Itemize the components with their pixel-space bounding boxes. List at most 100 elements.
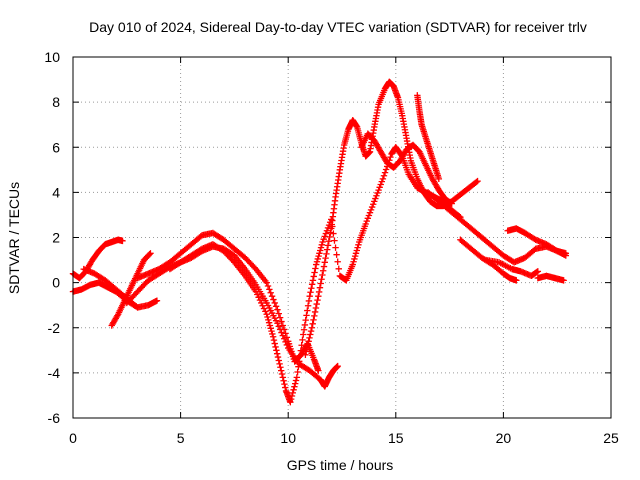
data-point [379,175,387,183]
x-tick-label: 10 [280,430,296,446]
data-point [366,209,374,216]
data-point [312,265,319,272]
y-tick-label: 2 [52,230,60,246]
data-point [308,285,315,292]
data-point [355,241,362,249]
data-point [319,271,326,279]
data-point [350,258,357,265]
data-point [381,169,389,176]
data-point [317,244,325,251]
data-point [306,292,313,300]
data-point [266,286,273,293]
data-point [371,198,378,205]
data-point [258,299,265,307]
data-point [315,288,323,296]
data-point [274,353,282,361]
data-point [281,380,288,388]
data-point [334,362,341,370]
data-point [279,322,287,329]
y-tick-label: -4 [48,365,61,381]
data-point [146,250,153,258]
data-point [283,334,291,341]
data-point [301,321,309,329]
data-point [367,206,375,214]
x-tick-label: 15 [388,430,404,446]
data-point [372,195,379,202]
data-point [331,237,338,244]
data-point [332,244,339,251]
data-point [292,377,300,384]
data-point [321,259,328,266]
data-point [273,350,281,357]
data-point [302,316,309,324]
data-point [305,338,312,345]
data-point [513,277,520,284]
data-points [69,78,570,406]
data-point [473,178,480,186]
data-point [316,250,323,257]
data-point [353,247,360,254]
data-point [276,314,284,321]
data-point [315,367,322,374]
data-point [273,347,280,354]
y-axis-label: SDTVAR / TECUs [6,182,22,294]
data-point [133,303,140,310]
data-point [319,238,326,246]
data-point [333,251,340,258]
data-point [153,297,161,304]
data-point [297,347,305,354]
y-tick-label: 4 [52,184,60,200]
data-point [275,323,282,330]
data-point [310,273,317,280]
data-point [370,201,377,208]
data-point [377,181,384,188]
y-tick-label: 0 [52,275,60,291]
series-15 [534,272,567,284]
data-point [264,313,271,321]
data-point [351,255,358,263]
data-point [280,326,288,333]
data-point [374,189,381,197]
data-point [256,296,264,304]
data-point [324,242,332,249]
data-point [382,166,390,173]
data-point [310,316,317,324]
data-point [354,244,361,251]
data-point [271,340,278,347]
data-point [435,175,443,183]
data-point [307,331,314,338]
series-9 [358,130,455,207]
data-point [295,363,302,370]
data-point [307,289,314,296]
data-point [282,384,289,391]
data-point [278,370,286,378]
data-point [373,192,380,199]
data-point [287,399,294,406]
data-point [327,229,334,236]
data-point [275,357,282,364]
data-point [264,282,272,290]
data-point [306,334,313,342]
data-point [323,250,330,258]
data-point [312,304,320,312]
data-point [302,351,309,359]
data-point [352,250,360,257]
data-point [291,383,298,390]
data-point [270,296,277,303]
series-8 [302,78,481,359]
y-tick-label: -6 [48,410,61,426]
data-point [534,268,542,275]
data-point [271,299,278,307]
data-point [562,250,570,257]
data-point [307,327,315,335]
data-point [364,215,372,222]
data-point [317,247,324,254]
data-point [308,281,316,288]
data-point [378,178,386,185]
data-point [147,250,154,257]
data-point [272,303,280,310]
data-point [319,267,327,274]
data-point [119,237,126,245]
data-point [289,389,296,397]
